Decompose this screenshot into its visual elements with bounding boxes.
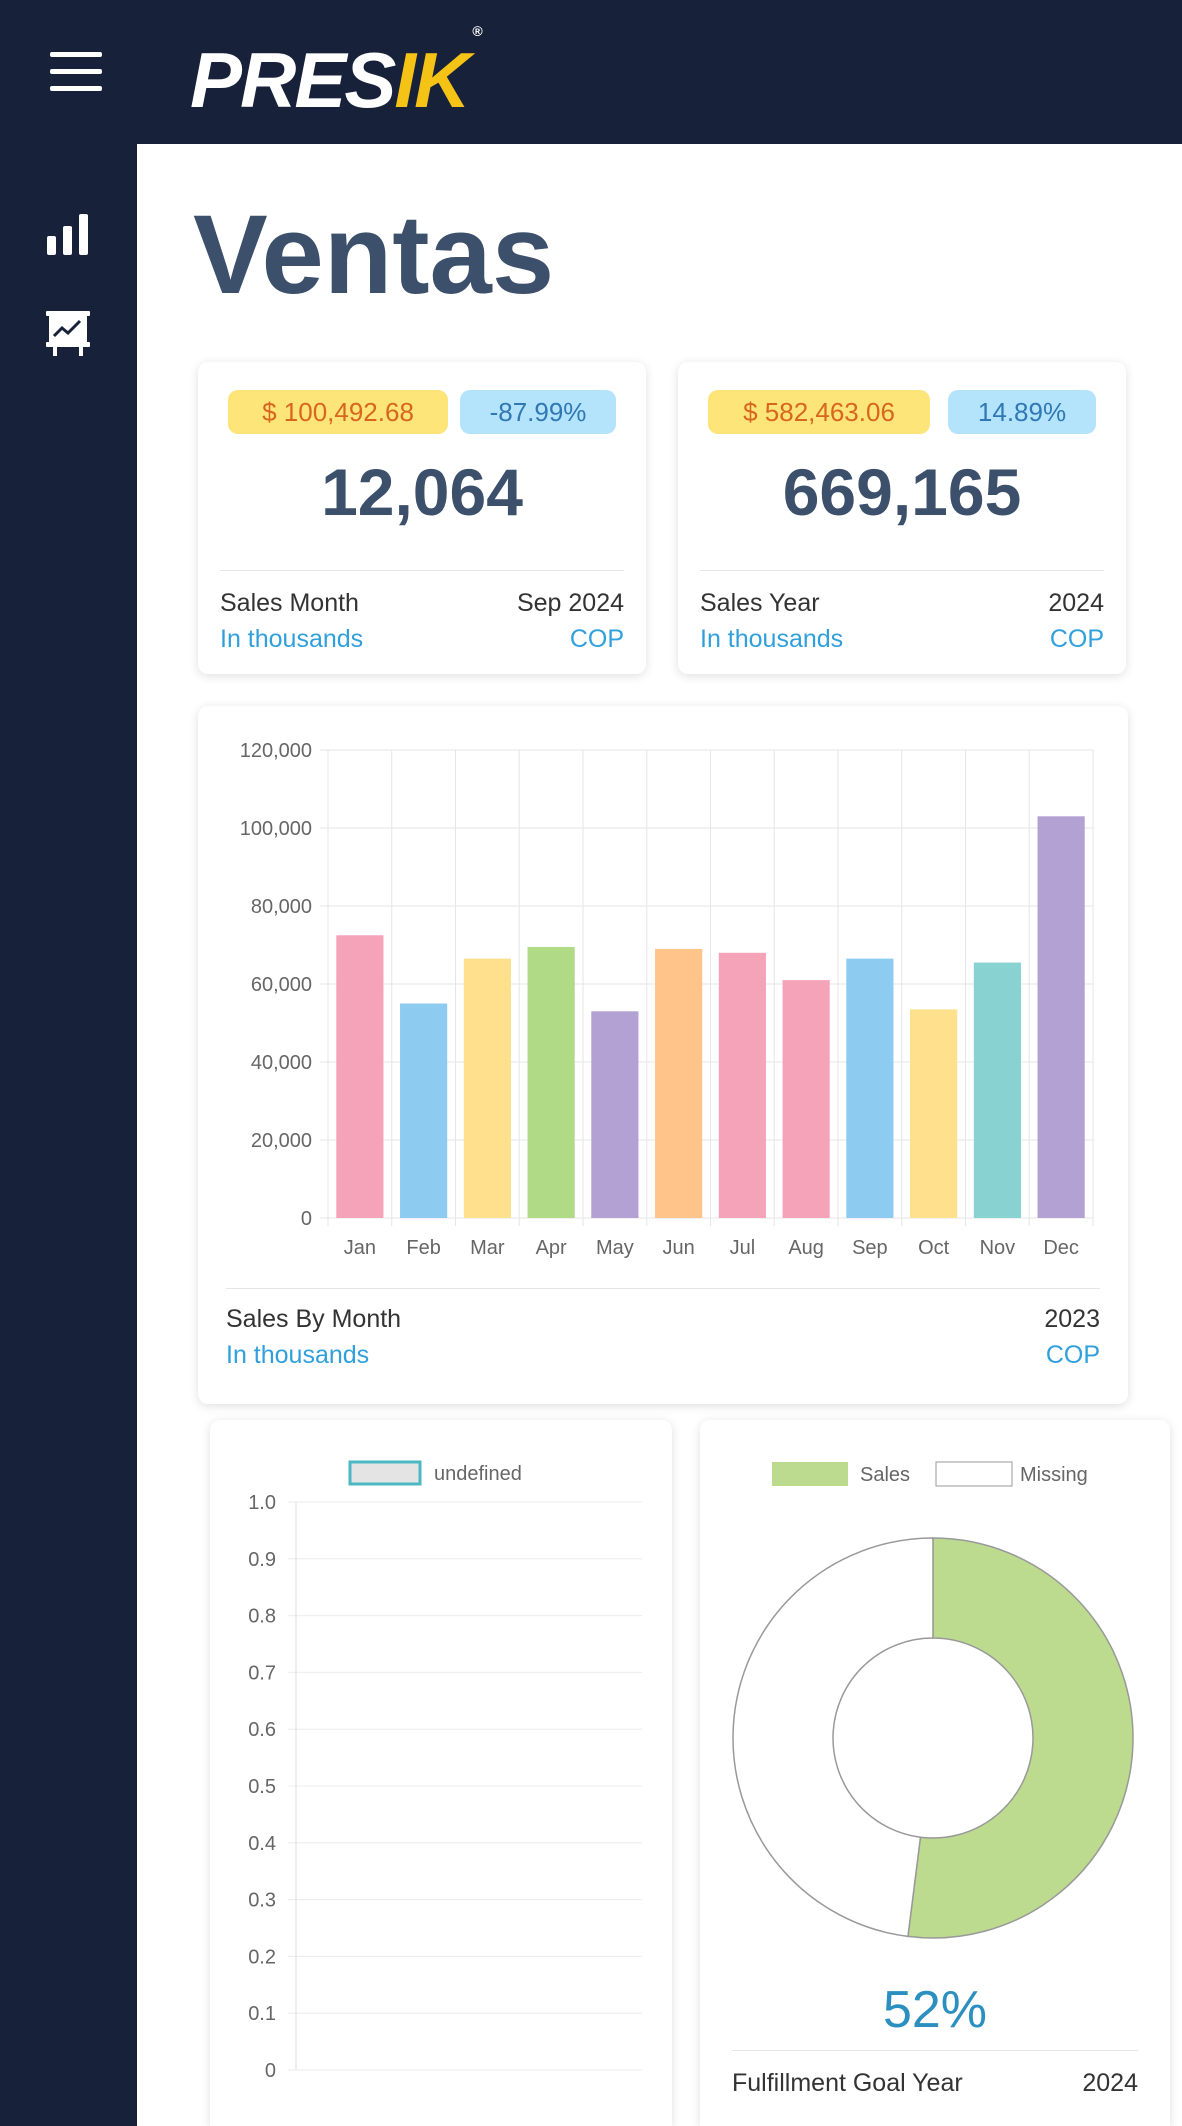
line-chart: undefined 0 0.1 0.2 0.3 0.4 0.5 0.6 0.7 0.8 0.9 1.0 — [248, 1460, 642, 2082]
divider — [732, 2050, 1138, 2051]
y-tick-label: 0.9 — [248, 1549, 276, 1571]
legend-swatch — [348, 1460, 422, 1486]
registered-mark: ® — [472, 23, 482, 39]
divider — [700, 570, 1104, 571]
y-tick-label: 0 — [301, 1208, 312, 1230]
presentation-chart-icon[interactable] — [44, 308, 92, 363]
y-tick-label: 0.7 — [248, 1662, 276, 1684]
bar-jan — [336, 935, 384, 1218]
bar-sep — [846, 958, 894, 1218]
goal-percent: 52% — [882, 1981, 988, 2039]
hamburger-icon[interactable] — [50, 52, 102, 92]
y-tick-label: 0.5 — [248, 1776, 276, 1798]
legend-label-missing: Missing — [1020, 1464, 1088, 1486]
amount-badge: $ 100,492.68 — [228, 390, 448, 434]
kpi-value: 12,064 — [321, 455, 523, 529]
bar-mar — [463, 958, 511, 1218]
card-period: 2024 — [1048, 589, 1104, 617]
logo[interactable]: PRESIK® — [190, 23, 483, 125]
legend-label: undefined — [434, 1463, 522, 1485]
chart-year: 2023 — [1044, 1305, 1100, 1333]
x-tick-label: Jul — [730, 1237, 756, 1259]
x-tick-label: Dec — [1043, 1237, 1079, 1259]
line-chart-panel: undefined 0 0.1 0.2 0.3 0.4 0.5 0.6 0.7 0.8 0.9 1.0 — [210, 1420, 672, 2126]
legend-swatch-sales — [772, 1462, 848, 1486]
x-tick-label: Nov — [980, 1237, 1016, 1259]
x-tick-label: Aug — [788, 1237, 824, 1259]
x-tick-label: Oct — [918, 1237, 950, 1259]
y-tick-label: 80,000 — [251, 896, 312, 918]
bar-jul — [718, 952, 766, 1218]
y-tick-label: 100,000 — [240, 818, 312, 840]
page-title: Ventas — [193, 192, 555, 317]
unit-label: In thousands — [220, 625, 364, 653]
goal-donut-chart: Sales Missing — [732, 1461, 1134, 1939]
sales-by-month-card: 0 20,000 40,000 60,000 80,000 100,000 120,000 J… — [198, 706, 1128, 1404]
goal-label: Fulfillment Goal Year — [732, 2069, 963, 2097]
change-badge: -87.99% — [460, 390, 616, 434]
currency-label: COP — [569, 625, 624, 653]
logo-main: PRES — [190, 36, 396, 124]
x-tick-label: Jun — [663, 1237, 695, 1259]
x-tick-label: Jan — [344, 1237, 376, 1259]
y-tick-label: 0 — [265, 2060, 276, 2082]
card-label: Sales Year — [700, 589, 820, 617]
sales-month-card: $ 100,492.68 -87.99% 12,064 Sales Month … — [198, 362, 646, 674]
sales-by-month-chart: 0 20,000 40,000 60,000 80,000 100,000 120,000 J… — [240, 740, 1094, 1259]
divider — [220, 570, 624, 571]
y-tick-label: 20,000 — [251, 1130, 312, 1152]
card-period: Sep 2024 — [516, 589, 624, 617]
y-tick-label: 0.6 — [248, 1719, 276, 1741]
y-tick-label: 120,000 — [240, 740, 312, 762]
bar-dec — [1037, 816, 1085, 1218]
y-tick-label: 60,000 — [251, 974, 312, 996]
bar-may — [591, 1011, 639, 1218]
y-tick-label: 1.0 — [248, 1492, 276, 1514]
sales-year-card: $ 582,463.06 14.89% 669,165 Sales Year 2… — [678, 362, 1126, 674]
top-bar: PRESIK® — [0, 0, 1182, 144]
y-tick-label: 40,000 — [251, 1052, 312, 1074]
goal-panel: Sales Missing 52% Fulfillment Goal Year 2… — [700, 1420, 1170, 2126]
legend-swatch-missing — [935, 1461, 1013, 1487]
bar-nov — [973, 962, 1021, 1218]
y-tick-label: 0.2 — [248, 1946, 276, 1968]
bar-apr — [527, 946, 575, 1218]
goal-year: 2024 — [1082, 2069, 1138, 2097]
bar-feb — [400, 1003, 448, 1218]
kpi-value: 669,165 — [782, 455, 1022, 529]
card-label: Sales Month — [220, 589, 359, 617]
bar-oct — [910, 1009, 958, 1218]
x-tick-label: Feb — [406, 1237, 440, 1259]
divider — [226, 1288, 1100, 1289]
currency-label: COP — [1049, 625, 1104, 653]
currency-label: COP — [1045, 1341, 1100, 1369]
x-tick-label: May — [596, 1237, 634, 1259]
logo-accent: IK — [394, 36, 470, 124]
legend-label-sales: Sales — [860, 1464, 910, 1486]
bar-jun — [655, 948, 703, 1218]
y-tick-label: 0.3 — [248, 1890, 276, 1912]
y-tick-label: 0.4 — [248, 1833, 276, 1855]
y-tick-label: 0.1 — [248, 2003, 276, 2025]
bar-chart-icon[interactable] — [44, 210, 92, 263]
slice-missing — [732, 1537, 934, 1938]
x-tick-label: Apr — [536, 1237, 567, 1259]
change-badge: 14.89% — [948, 390, 1096, 434]
unit-label: In thousands — [226, 1341, 370, 1369]
amount-badge: $ 582,463.06 — [708, 390, 930, 434]
y-tick-label: 0.8 — [248, 1606, 276, 1628]
x-tick-label: Sep — [852, 1237, 888, 1259]
bar-aug — [782, 980, 830, 1218]
sidebar — [0, 144, 137, 2126]
chart-label: Sales By Month — [226, 1305, 402, 1333]
unit-label: In thousands — [700, 625, 844, 653]
slice-sales — [907, 1537, 1134, 1939]
x-tick-label: Mar — [470, 1237, 505, 1259]
